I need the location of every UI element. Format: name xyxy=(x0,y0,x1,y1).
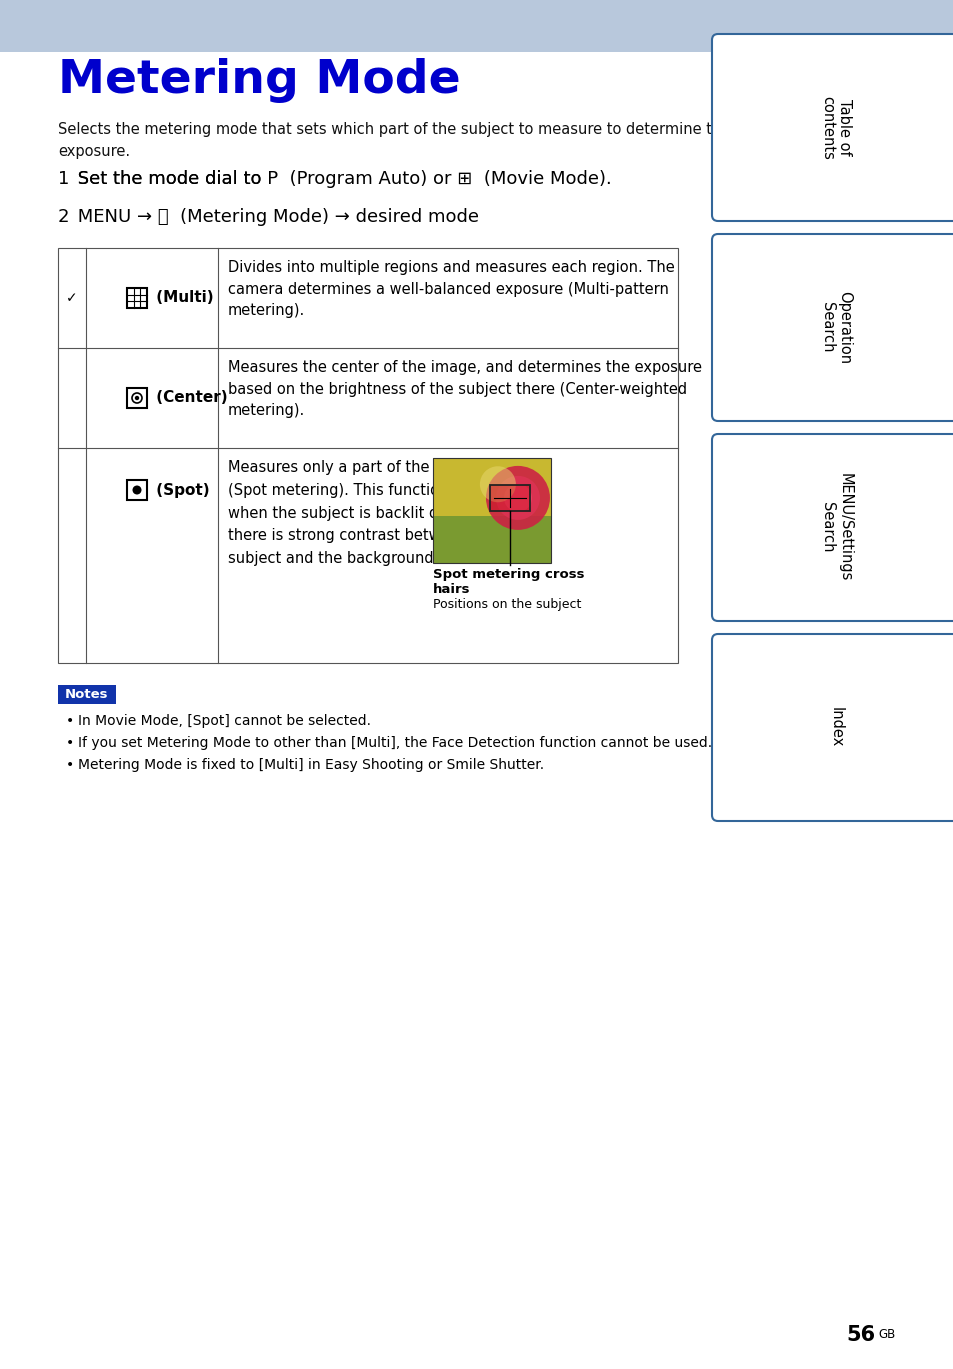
Text: 1: 1 xyxy=(58,170,70,188)
FancyBboxPatch shape xyxy=(711,434,953,622)
Circle shape xyxy=(134,396,139,400)
Text: 2: 2 xyxy=(58,208,70,226)
Text: Divides into multiple regions and measures each region. The
camera determines a : Divides into multiple regions and measur… xyxy=(228,260,674,318)
Text: Set the mode dial to: Set the mode dial to xyxy=(71,170,267,188)
FancyBboxPatch shape xyxy=(711,234,953,422)
Circle shape xyxy=(485,465,549,530)
Circle shape xyxy=(503,483,532,512)
Circle shape xyxy=(479,467,516,502)
Text: Metering Mode is fixed to [Multi] in Easy Shooting or Smile Shutter.: Metering Mode is fixed to [Multi] in Eas… xyxy=(78,758,543,772)
Text: •: • xyxy=(66,758,74,772)
Text: (Spot): (Spot) xyxy=(151,482,210,497)
Bar xyxy=(127,387,147,408)
Text: GB: GB xyxy=(877,1328,894,1342)
Text: Measures only a part of the subject
(Spot metering). This function is useful
whe: Measures only a part of the subject (Spo… xyxy=(228,460,514,567)
Bar xyxy=(58,684,116,704)
Text: If you set Metering Mode to other than [Multi], the Face Detection function cann: If you set Metering Mode to other than [… xyxy=(78,737,711,750)
Circle shape xyxy=(496,476,539,520)
FancyBboxPatch shape xyxy=(711,634,953,821)
Bar xyxy=(490,485,530,511)
Text: (Multi): (Multi) xyxy=(151,290,213,305)
Text: Measures the center of the image, and determines the exposure
based on the brigh: Measures the center of the image, and de… xyxy=(228,360,701,418)
Text: In Movie Mode, [Spot] cannot be selected.: In Movie Mode, [Spot] cannot be selected… xyxy=(78,715,371,728)
Text: MENU → ⧆  (Metering Mode) → desired mode: MENU → ⧆ (Metering Mode) → desired mode xyxy=(71,208,478,226)
Text: •: • xyxy=(66,737,74,750)
Bar xyxy=(433,459,551,563)
Bar xyxy=(58,248,678,663)
Text: Metering Mode: Metering Mode xyxy=(58,57,460,103)
Text: Spot metering cross
hairs: Spot metering cross hairs xyxy=(433,568,584,596)
Text: Table of
contents: Table of contents xyxy=(819,96,851,159)
Text: Index: Index xyxy=(827,708,842,747)
Bar xyxy=(490,485,530,511)
Text: (Center): (Center) xyxy=(151,390,228,405)
Text: Selects the metering mode that sets which part of the subject to measure to dete: Selects the metering mode that sets whic… xyxy=(58,122,730,159)
FancyBboxPatch shape xyxy=(711,34,953,220)
Text: •: • xyxy=(66,715,74,728)
Text: 56: 56 xyxy=(846,1325,875,1344)
Bar xyxy=(433,459,551,563)
Bar xyxy=(127,481,147,500)
Bar xyxy=(433,516,551,563)
Text: Set the mode dial to P  (Program Auto) or ⊞  (Movie Mode).: Set the mode dial to P (Program Auto) or… xyxy=(71,170,611,188)
Text: MENU/Settings
Search: MENU/Settings Search xyxy=(819,474,851,582)
Text: Notes: Notes xyxy=(65,689,109,701)
Text: Positions on the subject: Positions on the subject xyxy=(433,598,580,611)
Text: Operation
Search: Operation Search xyxy=(819,292,851,364)
Bar xyxy=(0,0,953,52)
Circle shape xyxy=(132,486,141,494)
Text: ✓: ✓ xyxy=(66,292,78,305)
Bar xyxy=(127,287,147,308)
